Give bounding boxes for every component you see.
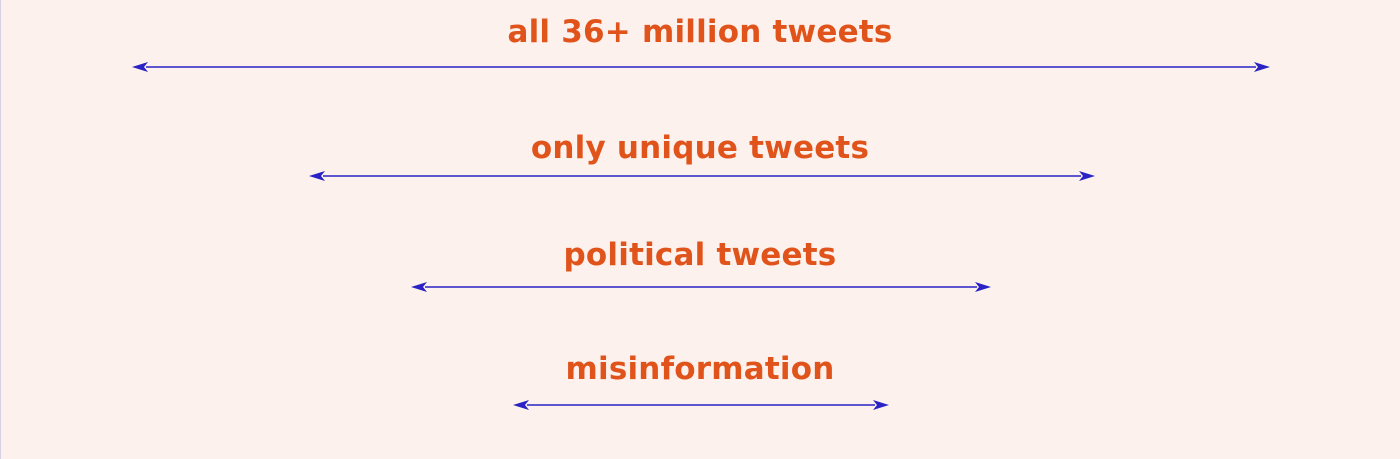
double-arrow-all-tweets [132,62,1270,72]
level-label-unique-tweets: only unique tweets [530,130,870,166]
double-arrow-political-tweets [411,282,991,292]
level-label-all-tweets: all 36+ million tweets [507,14,893,50]
double-arrow-misinformation [513,400,889,410]
double-arrow-unique-tweets [309,171,1095,181]
level-label-misinformation: misinformation [565,351,835,387]
level-label-political-tweets: political tweets [563,237,837,273]
left-border-line [0,0,1,459]
